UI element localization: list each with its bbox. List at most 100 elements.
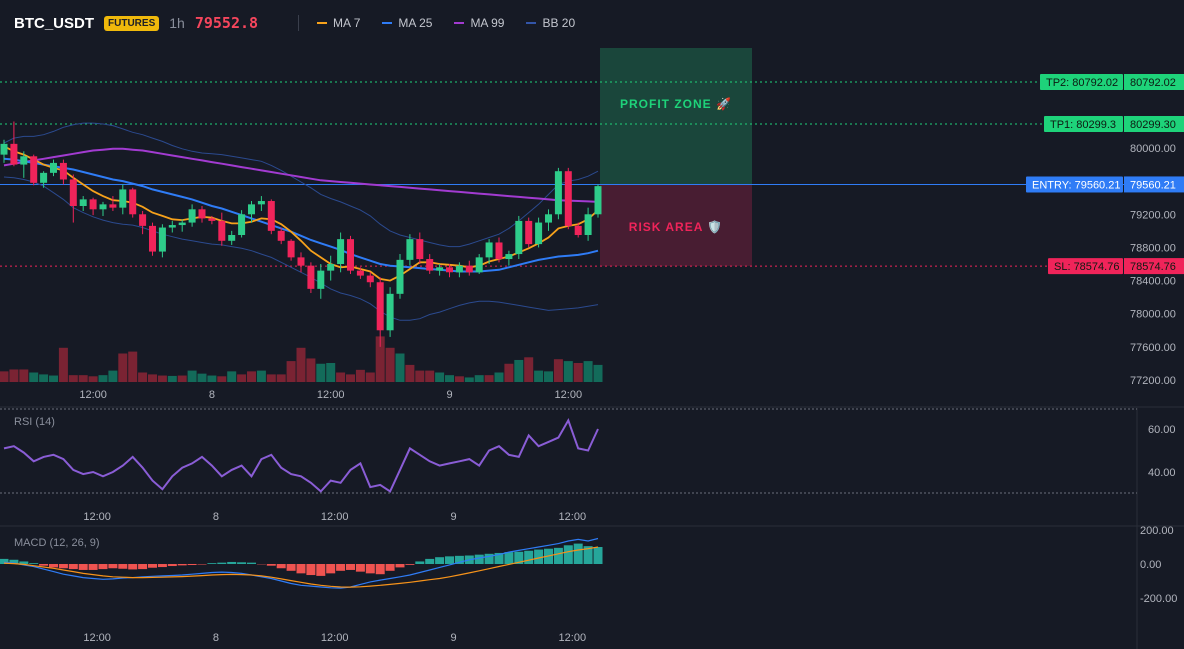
- candle-body: [168, 225, 176, 228]
- candle-body: [267, 201, 275, 231]
- price-tick-label: 78400.00: [1130, 276, 1176, 288]
- price-tick-label: 79200.00: [1130, 209, 1176, 221]
- macd-histogram-bar: [128, 564, 138, 570]
- candle-body: [495, 242, 503, 260]
- volume-bar: [49, 375, 58, 382]
- macd-histogram-bar: [138, 564, 148, 570]
- time-label: 12:00: [559, 511, 587, 523]
- volume-bar: [593, 364, 603, 382]
- entry-label-bg: [1026, 176, 1123, 193]
- volume-bar: [19, 369, 29, 382]
- macd-histogram-bar: [365, 564, 375, 574]
- macd-histogram-bar: [0, 558, 9, 564]
- macd-histogram-bar: [415, 561, 425, 564]
- macd-histogram-bar: [49, 564, 58, 568]
- candle-body: [446, 267, 453, 273]
- legend-ma99[interactable]: MA 99: [454, 16, 504, 30]
- candle-body: [545, 214, 552, 223]
- volume-bar: [395, 353, 405, 382]
- volume-bar: [326, 363, 336, 382]
- macd-histogram-bar: [108, 564, 118, 569]
- symbol-label[interactable]: BTC_USDT: [14, 14, 95, 32]
- macd-histogram-bar: [237, 562, 247, 564]
- macd-histogram-bar: [197, 564, 207, 565]
- profit-zone: [600, 48, 752, 185]
- candle-body: [535, 222, 543, 245]
- volume-bar: [365, 372, 375, 382]
- volume-bar: [148, 374, 157, 382]
- volume-bar: [573, 363, 583, 382]
- time-label: 12:00: [83, 511, 111, 523]
- time-label: 9: [450, 632, 456, 644]
- macd-title: MACD (12, 26, 9): [14, 537, 100, 549]
- volume-bar: [306, 358, 316, 382]
- time-label: 8: [213, 511, 219, 523]
- candle-body: [277, 230, 285, 241]
- candle-body: [307, 265, 315, 289]
- price-tick-label: 77600.00: [1130, 342, 1176, 354]
- volume-bar: [128, 351, 138, 382]
- candle-body: [485, 242, 493, 258]
- time-label: 12:00: [83, 632, 111, 644]
- macd-histogram-bar: [355, 564, 365, 572]
- candle-body: [238, 214, 246, 235]
- candle-body: [337, 239, 345, 264]
- macd-histogram-bar: [276, 564, 286, 569]
- candle-body: [119, 189, 127, 208]
- macd-histogram-bar: [425, 558, 435, 564]
- candle-body: [525, 220, 533, 245]
- volume-bar: [534, 370, 544, 382]
- volume-bar: [415, 370, 425, 382]
- volume-bar: [454, 376, 464, 382]
- price-tick-label: 78000.00: [1130, 309, 1176, 321]
- volume-bar: [0, 371, 9, 382]
- volume-bar: [167, 375, 177, 382]
- volume-bar: [346, 374, 355, 382]
- time-label: 12:00: [559, 632, 587, 644]
- legend-bb20[interactable]: BB 20: [526, 16, 575, 30]
- macd-histogram-bar: [553, 547, 563, 564]
- legend-bb20-swatch: [526, 22, 537, 24]
- candle-body: [149, 225, 156, 252]
- candle-body: [386, 293, 394, 331]
- macd-histogram-bar: [78, 564, 88, 570]
- chart-header: BTC_USDT FUTURES 1h 79552.8 MA 7 MA 25 M…: [14, 8, 587, 38]
- legend-ma7[interactable]: MA 7: [317, 16, 360, 30]
- candle-body: [406, 239, 414, 260]
- volume-bar: [227, 371, 237, 382]
- volume-bar: [39, 374, 49, 382]
- macd-signal-line: [3, 546, 599, 588]
- tp1-label: TP1: 80299.3: [1050, 119, 1116, 131]
- candle-body: [564, 171, 572, 226]
- volume-bar: [385, 347, 395, 382]
- candle-body: [515, 220, 523, 255]
- macd-histogram-bar: [227, 561, 237, 564]
- tp1-axis-bg: [1124, 116, 1184, 132]
- last-price: 79552.8: [194, 14, 259, 32]
- candle-body: [40, 172, 48, 183]
- legend-ma25-swatch: [382, 22, 393, 24]
- volume-bar: [336, 372, 346, 382]
- volume-bar: [484, 375, 494, 382]
- entry-label: ENTRY: 79560.21: [1032, 179, 1120, 191]
- macd-histogram-bar: [405, 564, 415, 565]
- volume-bar: [256, 370, 266, 382]
- candle-body: [287, 240, 295, 258]
- candle-body: [257, 201, 265, 205]
- timeframe-label[interactable]: 1h: [169, 15, 185, 31]
- candle-body: [109, 204, 117, 208]
- macd-histogram-bar: [573, 543, 583, 564]
- legend-ma25[interactable]: MA 25: [382, 16, 432, 30]
- futures-badge: FUTURES: [104, 15, 160, 31]
- macd-histogram-bar: [583, 546, 593, 564]
- macd-histogram-bar: [504, 552, 514, 564]
- sl-axis-bg: [1124, 258, 1184, 275]
- tp2-axis-value: 80792.02: [1130, 77, 1176, 89]
- macd-histogram-bar: [524, 550, 534, 564]
- candle-body: [129, 189, 137, 215]
- macd-histogram-bar: [167, 564, 177, 567]
- volume-bar: [563, 361, 573, 382]
- price-tick-label: 80000.00: [1130, 143, 1176, 155]
- candle-body: [436, 267, 444, 271]
